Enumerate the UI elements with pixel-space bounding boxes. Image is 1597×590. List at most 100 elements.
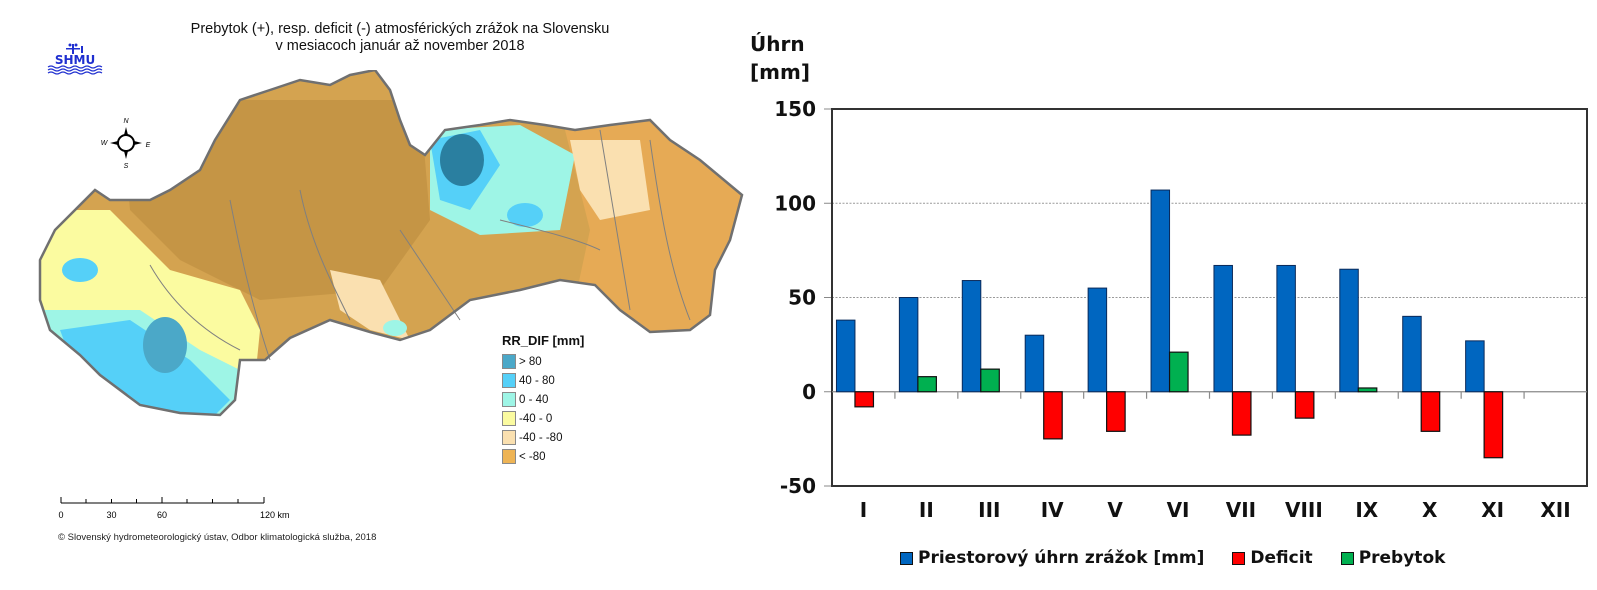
map-west-blue-area xyxy=(62,258,98,282)
compass-s: S xyxy=(124,163,129,170)
map-legend-swatch xyxy=(502,449,516,464)
plot-frame xyxy=(831,108,1588,487)
chart-legend-label: Priestorový úhrn zrážok [mm] xyxy=(918,548,1205,568)
x-tick-label: VI xyxy=(1167,498,1190,522)
map-rivers xyxy=(149,129,691,361)
compass-rose-icon: N S E W xyxy=(101,118,151,170)
y-tick-label: 150 xyxy=(774,97,816,121)
map-southwest-darkblue-area xyxy=(143,317,187,373)
bar-deficit xyxy=(1483,391,1504,459)
chart-ylabel-line2: [mm] xyxy=(750,60,810,84)
bar-priestorovy-uhrn xyxy=(1024,334,1045,393)
bar-priestorovy-uhrn xyxy=(835,319,856,393)
bar-prebytok xyxy=(980,368,1000,393)
map-legend-swatch xyxy=(502,373,516,388)
bar-deficit xyxy=(1294,391,1315,419)
scale-tick-120: 120 km xyxy=(260,510,290,520)
map-title: Prebytok (+), resp. deficit (-) atmosfér… xyxy=(150,21,650,55)
bar-priestorovy-uhrn xyxy=(1276,264,1296,393)
bar-priestorovy-uhrn xyxy=(961,280,982,393)
map-legend-item: < -80 xyxy=(502,447,622,466)
map-legend-label: -40 - -80 xyxy=(519,431,563,444)
map-legend-label: > 80 xyxy=(519,355,542,368)
x-tick-label: III xyxy=(978,498,1000,522)
chart-ylabel-line1: Úhrn xyxy=(750,32,805,56)
map-legend-item: 40 - 80 xyxy=(502,371,622,390)
bar-priestorovy-uhrn xyxy=(1465,340,1485,393)
map-legend-item: 0 - 40 xyxy=(502,390,622,409)
map-north-darkblue-area xyxy=(440,134,484,186)
bar-priestorovy-uhrn xyxy=(1087,287,1108,393)
shmu-logo: SHMU xyxy=(47,43,103,75)
bar-prebytok xyxy=(917,376,937,393)
map-legend-item: > 80 xyxy=(502,352,622,371)
map-northeast-light-area xyxy=(570,140,650,220)
map-legend-item: -40 - 0 xyxy=(502,409,622,428)
x-tick-label: IX xyxy=(1355,498,1378,522)
map-legend-swatch xyxy=(502,392,516,407)
bar-priestorovy-uhrn xyxy=(1213,264,1233,393)
scale-tick-60: 60 xyxy=(157,510,167,520)
slovakia-border xyxy=(38,70,744,417)
x-tick-label: V xyxy=(1107,498,1123,522)
scale-tick-0: 0 xyxy=(58,510,63,520)
x-tick-label: XII xyxy=(1540,498,1570,522)
bar-priestorovy-uhrn xyxy=(1402,315,1422,393)
map-legend-label: 40 - 80 xyxy=(519,374,555,387)
map-tatras-blue-area xyxy=(507,203,543,227)
chart-ylabel: Úhrn [mm] xyxy=(750,30,810,86)
bar-priestorovy-uhrn xyxy=(1150,189,1171,393)
chart-legend-label: Prebytok xyxy=(1358,548,1446,568)
y-tick-label: 0 xyxy=(802,380,816,404)
x-tick-label: I xyxy=(860,498,867,522)
chart-legend-item: Deficit xyxy=(1232,548,1313,568)
chart-legend-item: Prebytok xyxy=(1340,548,1446,568)
map-credit: © Slovenský hydrometeorologický ústav, O… xyxy=(58,532,377,543)
y-tick-label: 100 xyxy=(774,191,816,215)
map-legend-swatch xyxy=(502,411,516,426)
map-legend-swatch xyxy=(502,354,516,369)
compass-e: E xyxy=(146,142,151,149)
map-legend-title: RR_DIF [mm] xyxy=(502,333,585,348)
bar-deficit xyxy=(1231,391,1252,436)
map-title-line1: Prebytok (+), resp. deficit (-) atmosfér… xyxy=(190,21,610,37)
map-title-line2: v mesiacoch január až november 2018 xyxy=(275,38,525,54)
x-tick-label: XI xyxy=(1481,498,1504,522)
y-tick-label: -50 xyxy=(780,474,816,498)
x-tick-label: II xyxy=(919,498,934,522)
bar-priestorovy-uhrn xyxy=(898,297,919,393)
x-tick-label: X xyxy=(1422,498,1438,522)
chart-legend-label: Deficit xyxy=(1250,548,1313,568)
chart-legend-swatch xyxy=(900,551,913,565)
bar-deficit xyxy=(1420,391,1441,432)
x-tick-label: VII xyxy=(1226,498,1256,522)
map-legend: RR_DIF [mm] > 80 40 - 80 0 - 40 -40 - 0 -40 … xyxy=(502,333,622,466)
scale-tick-30: 30 xyxy=(106,510,116,520)
y-tick-label: 50 xyxy=(788,286,816,310)
map-panel: Prebytok (+), resp. deficit (-) atmosfér… xyxy=(0,0,760,590)
map-center-south-cyan-area xyxy=(383,320,407,336)
compass-n: N xyxy=(123,118,129,125)
map-legend-swatch xyxy=(502,430,516,445)
chart-legend-item: Priestorový úhrn zrážok [mm] xyxy=(900,548,1204,568)
bar-deficit xyxy=(854,391,875,408)
bar-deficit xyxy=(1106,391,1126,432)
compass-w: W xyxy=(101,140,109,147)
map-legend-item: -40 - -80 xyxy=(502,428,622,447)
bar-prebytok xyxy=(1168,351,1189,393)
map-legend-label: 0 - 40 xyxy=(519,393,549,406)
logo-text: SHMU xyxy=(55,53,95,67)
x-tick-label: IV xyxy=(1041,498,1064,522)
bar-prebytok xyxy=(1357,387,1378,393)
map-legend-label: < -80 xyxy=(519,450,546,463)
bar-priestorovy-uhrn xyxy=(1339,268,1359,393)
chart-legend: Priestorový úhrn zrážok [mm] Deficit Preby… xyxy=(900,548,1473,568)
map-legend-label: -40 - 0 xyxy=(519,412,553,425)
slovakia-precipitation-map xyxy=(38,70,744,417)
scale-bar: 0 30 60 120 km xyxy=(58,497,290,520)
chart-legend-swatch xyxy=(1232,551,1246,565)
chart-legend-swatch xyxy=(1340,551,1354,565)
x-tick-label: VIII xyxy=(1285,498,1323,522)
bar-deficit xyxy=(1043,391,1063,440)
